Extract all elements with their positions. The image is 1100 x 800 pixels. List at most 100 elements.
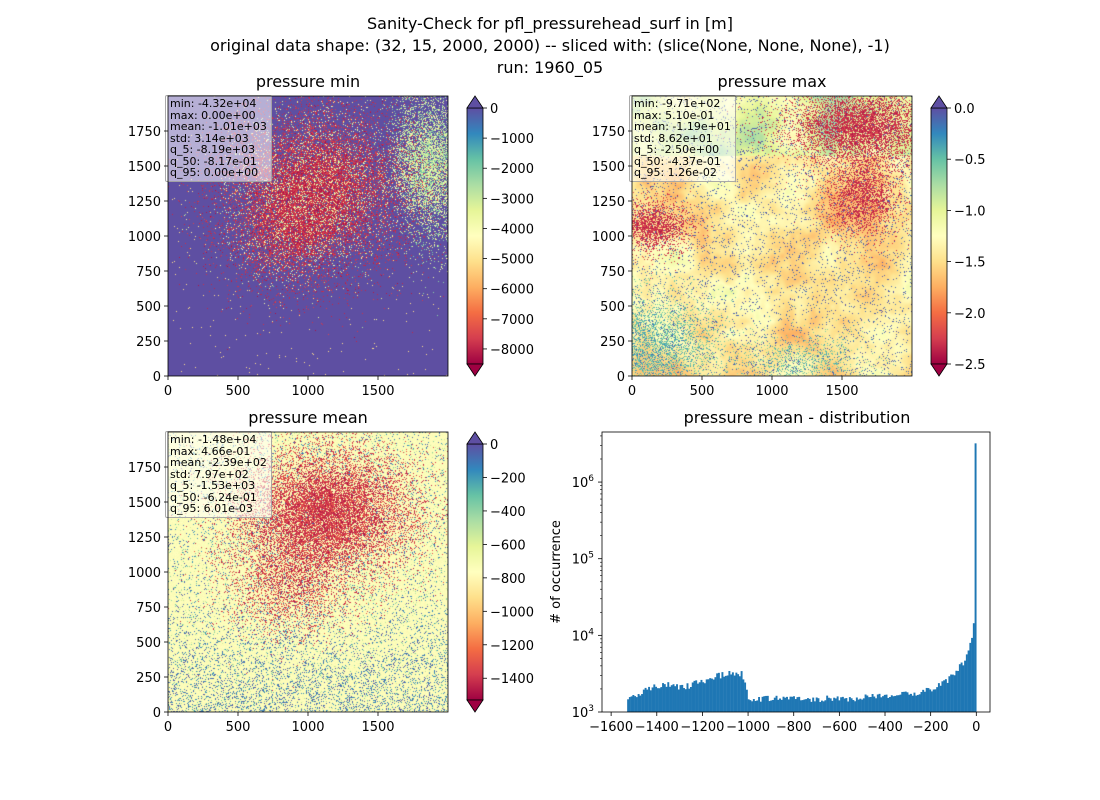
histogram-bar	[806, 698, 809, 712]
histogram-bar	[812, 697, 815, 712]
histogram-bar	[672, 684, 675, 712]
colorbar-tick-label: −0.5	[954, 153, 986, 168]
histogram-bar	[747, 699, 750, 712]
colorbar-extend-bottom	[466, 699, 484, 713]
stats-box-min: min: -4.32e+04 max: 0.00e+00 mean: -1.01…	[165, 95, 272, 182]
histogram-bar	[681, 684, 684, 712]
histogram-bar	[887, 697, 890, 712]
axes-frame	[631, 95, 913, 377]
histogram-bar	[805, 699, 808, 712]
x-tick-label: −1400	[635, 720, 679, 735]
histogram-bar	[796, 697, 799, 712]
histogram-bar	[754, 701, 757, 712]
x-tick-label: 1000	[291, 720, 324, 735]
histogram-bar	[639, 695, 642, 712]
histogram-bar	[695, 680, 698, 712]
histogram-bar	[630, 696, 633, 712]
histogram-bar	[710, 678, 713, 712]
stat-line: max: 4.66e-01	[170, 444, 251, 458]
histogram-bar	[751, 701, 754, 712]
histogram-bar	[635, 697, 638, 712]
histogram-bar	[897, 695, 900, 712]
histogram-bar	[693, 680, 696, 712]
histogram-bar	[859, 698, 862, 712]
x-tick-label: 1500	[825, 384, 858, 399]
histogram-bar	[742, 679, 745, 712]
colorbar-tick-label: −5000	[490, 253, 534, 268]
histogram-bar	[869, 696, 872, 712]
x-tick-label: −1600	[589, 720, 633, 735]
histogram-bar	[962, 665, 965, 712]
histogram-bar	[972, 623, 975, 712]
histogram-bar	[798, 696, 801, 712]
y-tick-label: 750	[136, 265, 161, 280]
histogram-bar	[944, 679, 947, 712]
histogram-bar	[698, 682, 701, 712]
histogram-bar	[840, 697, 843, 712]
histogram-bar	[831, 700, 834, 712]
histogram-bar	[826, 695, 829, 712]
histogram-bar	[779, 698, 781, 712]
stat-line: q_95: 1.26e-02	[634, 166, 717, 179]
histogram-bar	[791, 696, 794, 712]
histogram-bar	[929, 689, 932, 712]
histogram-bar	[784, 697, 787, 712]
histogram-bar	[883, 694, 886, 712]
histogram-bar	[648, 686, 651, 712]
histogram-bar	[920, 692, 923, 712]
x-tick-label: 0	[164, 384, 172, 399]
histogram-bar	[820, 700, 823, 712]
histogram-bar	[861, 699, 864, 712]
colorbar	[930, 107, 948, 365]
x-tick-label: 500	[226, 720, 251, 735]
histogram-bar	[714, 677, 717, 712]
x-tick-label: −1200	[680, 720, 724, 735]
histogram-bar	[703, 683, 706, 712]
histogram-bar	[733, 675, 736, 712]
histogram-bar	[827, 697, 830, 712]
histogram-bar	[677, 689, 680, 712]
y-tick-label: 0	[153, 706, 161, 721]
histogram-bar	[864, 694, 867, 712]
histogram-bar	[974, 443, 977, 712]
histogram-bar	[909, 693, 912, 712]
histogram-bar	[852, 700, 855, 712]
x-tick-label: 0	[164, 720, 172, 735]
histogram-bar	[658, 688, 661, 712]
histogram-bar	[716, 673, 719, 712]
x-tick-label: 1000	[291, 384, 324, 399]
histogram-bar	[817, 698, 820, 712]
histogram-bar	[669, 686, 671, 712]
axes-frame	[167, 431, 449, 713]
colorbar	[466, 107, 484, 365]
histogram-bar	[934, 689, 937, 712]
histogram-bar	[822, 701, 825, 712]
histogram-bar	[674, 686, 677, 712]
colorbar-tick-label: −200	[490, 471, 526, 486]
histogram-bar	[873, 696, 876, 712]
histogram-bar	[969, 642, 972, 712]
histogram-bar	[913, 692, 916, 712]
stat-line: min: -9.71e+02	[634, 97, 721, 110]
histogram-bar	[730, 674, 733, 712]
y-tick-label: 750	[600, 265, 625, 280]
histogram-bar	[955, 670, 958, 712]
histogram-bar	[803, 699, 806, 712]
stat-line: q_5: -8.19e+03	[170, 143, 256, 156]
histogram-bar	[644, 687, 647, 712]
histogram-bar	[634, 696, 637, 712]
colorbar-tick-label: −3000	[490, 192, 534, 207]
histogram-bar	[787, 699, 790, 712]
histogram-bar	[896, 695, 898, 712]
histogram-bar	[763, 696, 766, 712]
histogram-bar	[932, 689, 935, 712]
stat-line: q_95: 6.01e-03	[170, 502, 253, 515]
colorbar-tick-label: 0	[490, 438, 498, 453]
histogram-bar	[772, 699, 775, 712]
y-tick-label: 0	[617, 370, 625, 385]
histogram-bar	[705, 679, 708, 712]
histogram-bar	[745, 689, 748, 712]
histogram-bar	[775, 695, 778, 712]
histogram-bar	[761, 696, 764, 712]
colorbar-tick-label: 0.0	[954, 102, 975, 117]
